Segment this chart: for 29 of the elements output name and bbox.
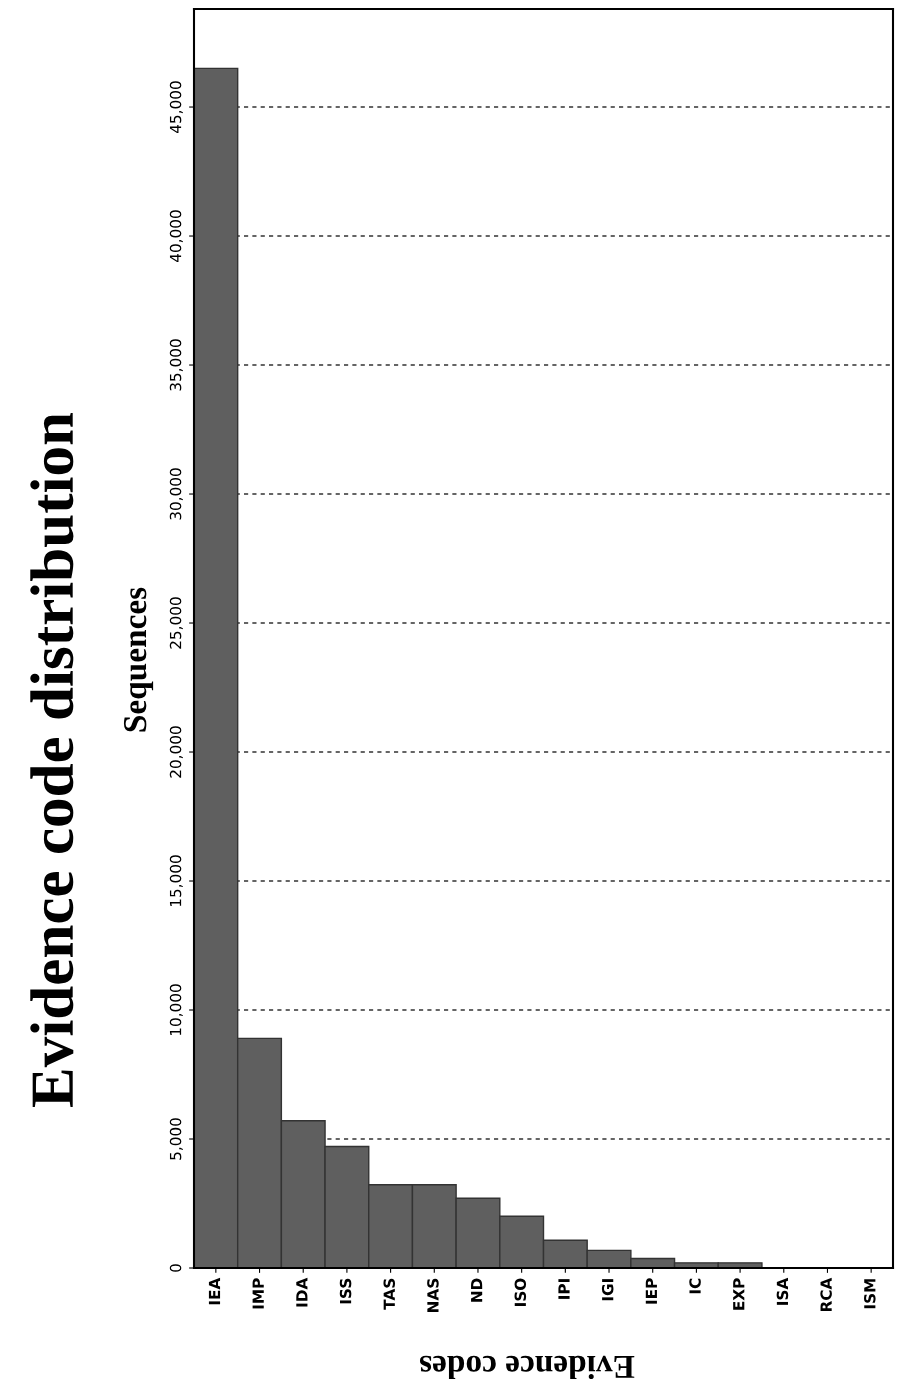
x-tick-label: IC [689, 1278, 701, 1294]
x-tick-label: ISS [339, 1278, 352, 1304]
x-tick-label: EXP [733, 1278, 745, 1310]
y-tick-label: 35,000 [169, 339, 183, 391]
y-axis-title: Sequences [123, 587, 154, 732]
x-tick-label: ND [471, 1278, 483, 1302]
x-tick-label: IEA [208, 1277, 221, 1305]
x-tick-label: IEP [645, 1278, 657, 1304]
y-tick-label: 20,000 [169, 726, 183, 778]
x-tick-label: IMP [252, 1278, 264, 1309]
x-tick-label: NAS [427, 1278, 439, 1312]
y-tick-label: 15,000 [169, 855, 183, 907]
y-tick-label: 40,000 [169, 210, 183, 263]
y-tick-label: 10,000 [169, 984, 183, 1036]
x-axis-title: Evidence codes [419, 1355, 635, 1380]
x-tick-label: ISO [514, 1278, 527, 1306]
x-tick-label: RCA [820, 1277, 832, 1312]
x-tick-label: ISM [864, 1279, 876, 1309]
y-tick-label: 0 [169, 1264, 182, 1272]
x-tick-label: IPI [558, 1279, 570, 1299]
x-tick-label: IDA [296, 1277, 308, 1307]
y-tick-label: 30,000 [169, 468, 183, 520]
text: Evidence code distribution [30, 412, 74, 1107]
y-tick-label: 25,000 [169, 597, 183, 649]
x-tick-label: ISA [776, 1277, 789, 1305]
y-tick-label: 45,000 [169, 81, 183, 134]
x-tick-label: IGI [601, 1279, 614, 1301]
x-tick-label: TAS [383, 1278, 396, 1310]
y-tick-label: 5,000 [169, 1118, 183, 1160]
